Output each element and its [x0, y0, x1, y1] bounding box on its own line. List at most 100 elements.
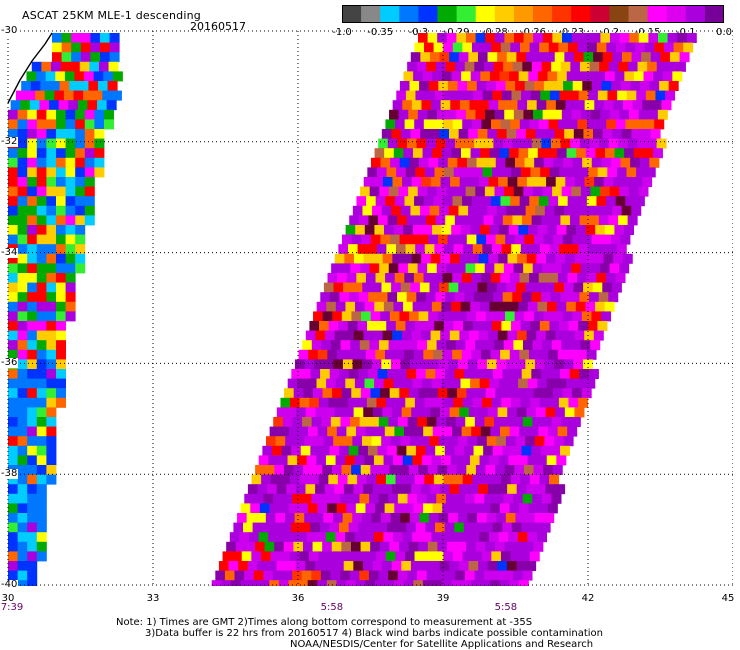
data-pixel — [554, 129, 565, 139]
data-pixel — [17, 465, 28, 475]
data-pixel — [56, 119, 66, 130]
data-pixel — [17, 561, 28, 571]
data-pixel — [460, 225, 471, 235]
data-pixel — [452, 273, 463, 283]
data-pixel — [556, 225, 567, 235]
data-pixel — [36, 225, 47, 235]
data-pixel — [377, 292, 388, 303]
data-pixel — [468, 484, 479, 495]
data-pixel — [502, 215, 513, 226]
data-pixel — [385, 273, 396, 283]
data-pixel — [515, 513, 526, 523]
data-pixel — [383, 301, 394, 312]
data-pixel — [289, 551, 300, 562]
colorbar-swatch — [571, 5, 591, 23]
data-pixel — [429, 129, 440, 139]
data-pixel — [399, 388, 410, 399]
data-pixel — [259, 503, 270, 514]
data-pixel — [619, 109, 630, 120]
data-pixel — [321, 340, 332, 351]
data-pixel — [352, 513, 363, 523]
data-pixel — [55, 71, 66, 82]
data-pixel — [491, 244, 502, 255]
data-pixel — [56, 282, 66, 293]
data-pixel — [73, 90, 84, 101]
data-pixel — [667, 33, 678, 43]
data-pixel — [94, 119, 105, 130]
data-pixel — [17, 369, 28, 379]
data-pixel — [416, 570, 427, 581]
data-pixel — [65, 109, 76, 120]
data-pixel — [71, 42, 82, 53]
data-pixel — [334, 407, 345, 418]
data-pixel — [556, 301, 567, 312]
data-pixel — [88, 81, 99, 91]
data-pixel — [490, 273, 501, 283]
data-pixel — [414, 42, 425, 53]
data-pixel — [370, 541, 381, 552]
data-pixel — [496, 436, 507, 447]
data-pixel — [578, 167, 589, 178]
data-pixel — [529, 196, 540, 207]
data-pixel — [391, 205, 402, 216]
data-pixel — [565, 177, 576, 187]
data-pixel — [422, 71, 433, 82]
data-pixel — [430, 484, 441, 495]
data-pixel — [503, 61, 514, 72]
colorbar-swatch — [418, 5, 438, 23]
data-pixel — [36, 234, 47, 245]
data-pixel — [27, 321, 38, 331]
data-pixel — [558, 42, 569, 53]
data-pixel — [27, 474, 38, 485]
data-pixel — [71, 33, 82, 43]
data-pixel — [294, 436, 305, 447]
data-pixel — [304, 359, 315, 370]
data-pixel — [329, 369, 340, 379]
data-pixel — [420, 205, 431, 216]
data-pixel — [491, 119, 502, 130]
data-pixel — [369, 186, 380, 197]
data-pixel — [504, 388, 515, 399]
data-pixel — [328, 397, 339, 408]
data-pixel — [282, 570, 293, 581]
data-pixel — [449, 253, 460, 264]
data-pixel — [393, 148, 404, 159]
data-pixel — [463, 445, 474, 456]
data-pixel — [466, 311, 477, 322]
data-pixel — [326, 580, 337, 591]
data-pixel — [462, 474, 473, 485]
data-pixel — [610, 157, 621, 168]
data-pixel — [17, 397, 28, 408]
data-pixel — [564, 52, 575, 63]
data-pixel — [500, 119, 511, 130]
data-pixel — [352, 282, 363, 293]
data-pixel — [613, 177, 624, 187]
data-pixel — [419, 436, 430, 447]
data-pixel — [435, 292, 446, 303]
data-pixel — [588, 369, 599, 379]
data-pixel — [75, 263, 86, 274]
colorbar-swatches — [342, 5, 725, 23]
data-pixel — [644, 119, 655, 130]
data-pixel — [651, 100, 662, 111]
data-pixel — [376, 551, 387, 562]
data-pixel — [601, 157, 612, 168]
data-pixel — [328, 474, 339, 485]
data-pixel — [533, 234, 544, 245]
data-pixel — [295, 484, 306, 495]
data-pixel — [514, 541, 525, 552]
data-pixel — [561, 417, 572, 427]
data-pixel — [302, 541, 313, 552]
data-pixel — [27, 445, 38, 456]
data-pixel — [511, 522, 522, 533]
data-pixel — [629, 109, 640, 120]
data-pixel — [8, 493, 18, 504]
data-pixel — [277, 455, 288, 466]
data-pixel — [540, 90, 551, 101]
data-pixel — [56, 397, 66, 408]
data-pixel — [8, 369, 18, 379]
data-pixel — [17, 436, 28, 447]
data-pixel — [462, 196, 473, 207]
data-pixel — [455, 493, 466, 504]
data-pixel — [306, 378, 317, 389]
